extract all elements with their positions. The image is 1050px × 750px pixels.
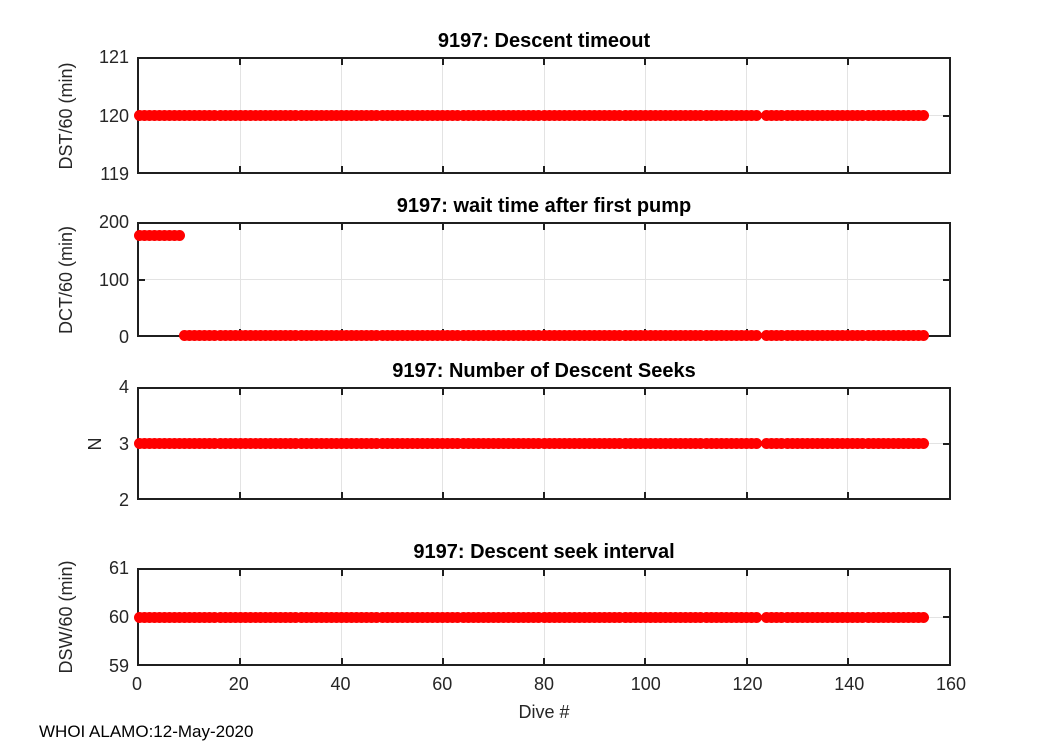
x-axis-label: Dive #: [518, 702, 570, 722]
plot-box-2: [133, 222, 951, 341]
plot-title: 9197: Descent timeout: [437, 30, 651, 52]
axis-tick: [644, 492, 647, 498]
data-marker: [918, 611, 930, 623]
x-tick-label: 100: [630, 674, 661, 694]
y-tick-label: 4: [118, 377, 129, 397]
axis-tick: [745, 59, 748, 65]
y-tick-label: 3: [118, 433, 129, 454]
axis-tick: [846, 389, 849, 395]
axis-tick: [239, 166, 242, 172]
plot-box-1: [133, 57, 951, 174]
plot-title: 9197: wait time after first pump: [396, 195, 692, 217]
axis-tick: [340, 389, 343, 395]
axis-tick: [543, 59, 545, 65]
axis-tick: [846, 570, 849, 576]
y-tick-label: 61: [108, 558, 129, 578]
axis-tick: [340, 166, 343, 172]
axis-tick: [943, 114, 949, 117]
axis-tick: [943, 278, 949, 281]
x-tick-label: 60: [432, 674, 453, 694]
axis-tick: [139, 278, 145, 281]
axis-tick: [943, 616, 949, 618]
axis-tick: [543, 166, 545, 172]
x-tick-label: 40: [330, 674, 351, 694]
x-tick-label: 20: [228, 674, 249, 694]
axis-tick: [543, 389, 545, 395]
axis-tick: [644, 166, 647, 172]
footer-annotation: WHOI ALAMO:12-May-2020: [39, 722, 254, 741]
plot-title: 9197: Number of Descent Seeks: [392, 360, 696, 382]
axis-tick: [644, 389, 647, 395]
x-tick-label: 160: [935, 674, 967, 694]
axis-tick: [441, 570, 444, 576]
axis-tick: [543, 492, 545, 498]
axis-tick: [239, 658, 242, 664]
y-tick-label: 119: [100, 164, 129, 184]
axis-tick: [543, 570, 545, 576]
plot-title: 9197: Descent seek interval: [413, 541, 675, 563]
axis-tick: [239, 389, 242, 395]
data-marker: [751, 329, 763, 341]
axis-tick: [340, 59, 343, 65]
axis-tick: [745, 166, 748, 172]
x-tick-label: 0: [131, 674, 142, 694]
axis-tick: [239, 224, 242, 230]
x-tick-label: 140: [834, 674, 865, 694]
axis-tick: [441, 59, 444, 65]
data-marker: [751, 438, 763, 449]
axis-tick: [846, 492, 849, 498]
x-tick-label: 80: [533, 674, 555, 694]
axis-tick: [943, 442, 949, 445]
axis-tick: [644, 658, 647, 664]
y-tick-label: 2: [118, 490, 129, 510]
axis-tick: [543, 224, 545, 230]
axis-tick: [745, 224, 748, 230]
axis-tick: [745, 570, 748, 576]
axis-tick: [846, 59, 849, 65]
axis-tick: [441, 166, 444, 172]
data-marker: [751, 110, 763, 121]
data-marker: [918, 329, 930, 341]
y-tick-label: 121: [98, 47, 129, 67]
x-tick-label: 120: [732, 674, 763, 694]
axis-tick: [644, 224, 647, 230]
axis-tick: [846, 658, 849, 664]
axis-tick: [745, 389, 748, 395]
plot-box-3: [133, 387, 951, 500]
axis-tick: [644, 570, 647, 576]
data-marker: [918, 438, 930, 449]
axis-tick: [239, 492, 242, 498]
axis-tick: [239, 59, 242, 65]
axis-tick: [441, 492, 444, 498]
axis-tick: [239, 570, 242, 576]
y-tick-label: 60: [108, 607, 129, 627]
data-marker: [918, 110, 930, 121]
y-tick-label: 120: [98, 105, 129, 126]
axis-tick: [340, 224, 343, 230]
y-tick-label: 59: [108, 656, 129, 676]
y-tick-label: 100: [98, 269, 129, 290]
axis-tick: [745, 492, 748, 498]
axis-tick: [441, 389, 444, 395]
data-marker: [751, 611, 763, 623]
grid-line: [139, 279, 949, 280]
axis-tick: [340, 570, 343, 576]
axis-tick: [441, 658, 444, 664]
data-marker: [174, 229, 185, 241]
plot-box-4: [133, 568, 951, 666]
axis-tick: [340, 658, 343, 664]
axis-tick: [441, 224, 444, 230]
axis-tick: [543, 658, 545, 664]
axis-tick: [644, 59, 647, 65]
y-tick-label: 0: [118, 327, 129, 347]
axis-tick: [846, 224, 849, 230]
axis-tick: [745, 658, 748, 664]
axis-tick: [846, 166, 849, 172]
axis-tick: [340, 492, 343, 498]
y-tick-label: 200: [98, 212, 129, 232]
